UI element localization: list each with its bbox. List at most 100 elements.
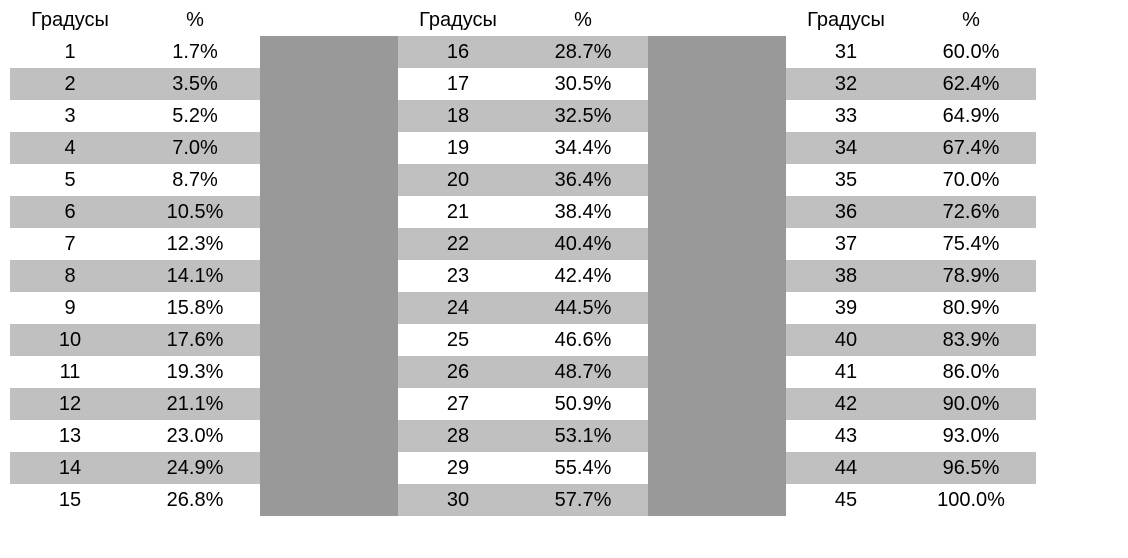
- col-spacer: [260, 388, 398, 420]
- cell-degrees: 16: [398, 36, 518, 68]
- col-spacer: [648, 420, 786, 452]
- col-spacer: [648, 388, 786, 420]
- cell-percent: 26.8%: [130, 484, 260, 516]
- cell-degrees: 26: [398, 356, 518, 388]
- cell-degrees: 30: [398, 484, 518, 516]
- col-spacer: [648, 260, 786, 292]
- col-spacer: [648, 164, 786, 196]
- cell-degrees: 36: [786, 196, 906, 228]
- cell-percent: 70.0%: [906, 164, 1036, 196]
- cell-degrees: 39: [786, 292, 906, 324]
- cell-percent: 8.7%: [130, 164, 260, 196]
- cell-degrees: 25: [398, 324, 518, 356]
- cell-degrees: 2: [10, 68, 130, 100]
- col-spacer: [260, 68, 398, 100]
- col-header-degrees: Градусы: [786, 4, 906, 36]
- col-spacer: [260, 100, 398, 132]
- cell-degrees: 8: [10, 260, 130, 292]
- cell-percent: 15.8%: [130, 292, 260, 324]
- cell-degrees: 13: [10, 420, 130, 452]
- cell-degrees: 27: [398, 388, 518, 420]
- col-spacer: [260, 36, 398, 68]
- degrees-percent-table: Градусы%Градусы%Градусы%11.7%1628.7%3160…: [10, 4, 1118, 516]
- cell-degrees: 19: [398, 132, 518, 164]
- cell-percent: 57.7%: [518, 484, 648, 516]
- cell-percent: 55.4%: [518, 452, 648, 484]
- col-spacer: [260, 420, 398, 452]
- col-spacer: [648, 132, 786, 164]
- cell-degrees: 44: [786, 452, 906, 484]
- cell-degrees: 23: [398, 260, 518, 292]
- cell-percent: 64.9%: [906, 100, 1036, 132]
- cell-percent: 40.4%: [518, 228, 648, 260]
- cell-degrees: 37: [786, 228, 906, 260]
- cell-percent: 3.5%: [130, 68, 260, 100]
- cell-degrees: 7: [10, 228, 130, 260]
- cell-percent: 10.5%: [130, 196, 260, 228]
- cell-percent: 67.4%: [906, 132, 1036, 164]
- cell-degrees: 32: [786, 68, 906, 100]
- cell-degrees: 1: [10, 36, 130, 68]
- cell-degrees: 9: [10, 292, 130, 324]
- col-spacer: [260, 356, 398, 388]
- cell-degrees: 34: [786, 132, 906, 164]
- cell-percent: 5.2%: [130, 100, 260, 132]
- col-spacer: [260, 132, 398, 164]
- cell-percent: 44.5%: [518, 292, 648, 324]
- col-spacer: [648, 292, 786, 324]
- col-header-percent: %: [906, 4, 1036, 36]
- cell-degrees: 4: [10, 132, 130, 164]
- cell-percent: 83.9%: [906, 324, 1036, 356]
- cell-degrees: 24: [398, 292, 518, 324]
- col-spacer: [648, 228, 786, 260]
- cell-percent: 14.1%: [130, 260, 260, 292]
- cell-degrees: 41: [786, 356, 906, 388]
- cell-percent: 7.0%: [130, 132, 260, 164]
- cell-percent: 50.9%: [518, 388, 648, 420]
- cell-percent: 60.0%: [906, 36, 1036, 68]
- cell-degrees: 43: [786, 420, 906, 452]
- cell-percent: 38.4%: [518, 196, 648, 228]
- cell-percent: 62.4%: [906, 68, 1036, 100]
- col-spacer: [260, 452, 398, 484]
- cell-percent: 46.6%: [518, 324, 648, 356]
- cell-degrees: 33: [786, 100, 906, 132]
- col-spacer: [648, 452, 786, 484]
- col-spacer: [648, 484, 786, 516]
- cell-degrees: 31: [786, 36, 906, 68]
- cell-degrees: 38: [786, 260, 906, 292]
- col-spacer: [260, 196, 398, 228]
- cell-percent: 53.1%: [518, 420, 648, 452]
- cell-degrees: 18: [398, 100, 518, 132]
- col-spacer: [648, 356, 786, 388]
- cell-percent: 19.3%: [130, 356, 260, 388]
- cell-degrees: 14: [10, 452, 130, 484]
- cell-degrees: 5: [10, 164, 130, 196]
- cell-degrees: 40: [786, 324, 906, 356]
- cell-percent: 80.9%: [906, 292, 1036, 324]
- cell-percent: 23.0%: [130, 420, 260, 452]
- col-header-degrees: Градусы: [10, 4, 130, 36]
- cell-degrees: 6: [10, 196, 130, 228]
- cell-percent: 42.4%: [518, 260, 648, 292]
- cell-degrees: 3: [10, 100, 130, 132]
- col-spacer: [648, 36, 786, 68]
- cell-percent: 17.6%: [130, 324, 260, 356]
- cell-percent: 24.9%: [130, 452, 260, 484]
- col-spacer: [260, 260, 398, 292]
- cell-percent: 28.7%: [518, 36, 648, 68]
- col-spacer: [260, 164, 398, 196]
- col-header-percent: %: [130, 4, 260, 36]
- col-spacer-header: [648, 4, 786, 36]
- cell-percent: 48.7%: [518, 356, 648, 388]
- col-header-degrees: Градусы: [398, 4, 518, 36]
- cell-degrees: 12: [10, 388, 130, 420]
- col-spacer: [260, 484, 398, 516]
- cell-percent: 32.5%: [518, 100, 648, 132]
- cell-percent: 1.7%: [130, 36, 260, 68]
- cell-percent: 34.4%: [518, 132, 648, 164]
- cell-degrees: 10: [10, 324, 130, 356]
- cell-degrees: 15: [10, 484, 130, 516]
- cell-degrees: 28: [398, 420, 518, 452]
- cell-percent: 96.5%: [906, 452, 1036, 484]
